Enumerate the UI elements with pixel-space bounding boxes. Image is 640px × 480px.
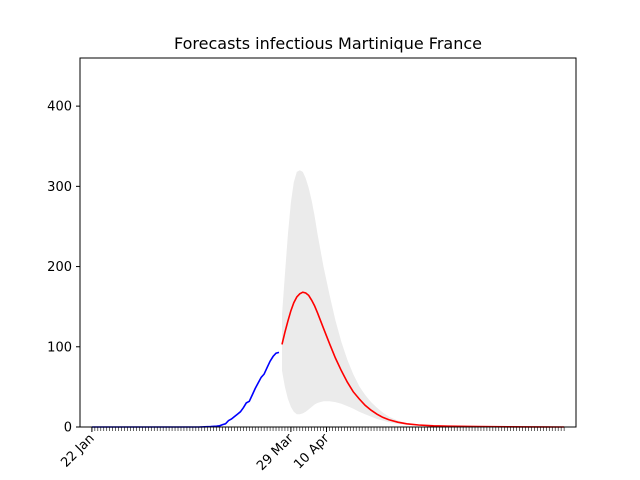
y-tick-label: 400 <box>47 100 72 115</box>
series-line-forecast <box>281 291 565 428</box>
y-tick-label: 100 <box>47 340 72 355</box>
chart-title: Forecasts infectious Martinique France <box>174 34 482 53</box>
forecast-band <box>282 170 565 428</box>
y-tick-label: 200 <box>47 260 72 275</box>
y-tick-label: 0 <box>64 421 72 436</box>
y-tick-label: 300 <box>47 180 72 195</box>
plot-frame <box>79 57 577 428</box>
